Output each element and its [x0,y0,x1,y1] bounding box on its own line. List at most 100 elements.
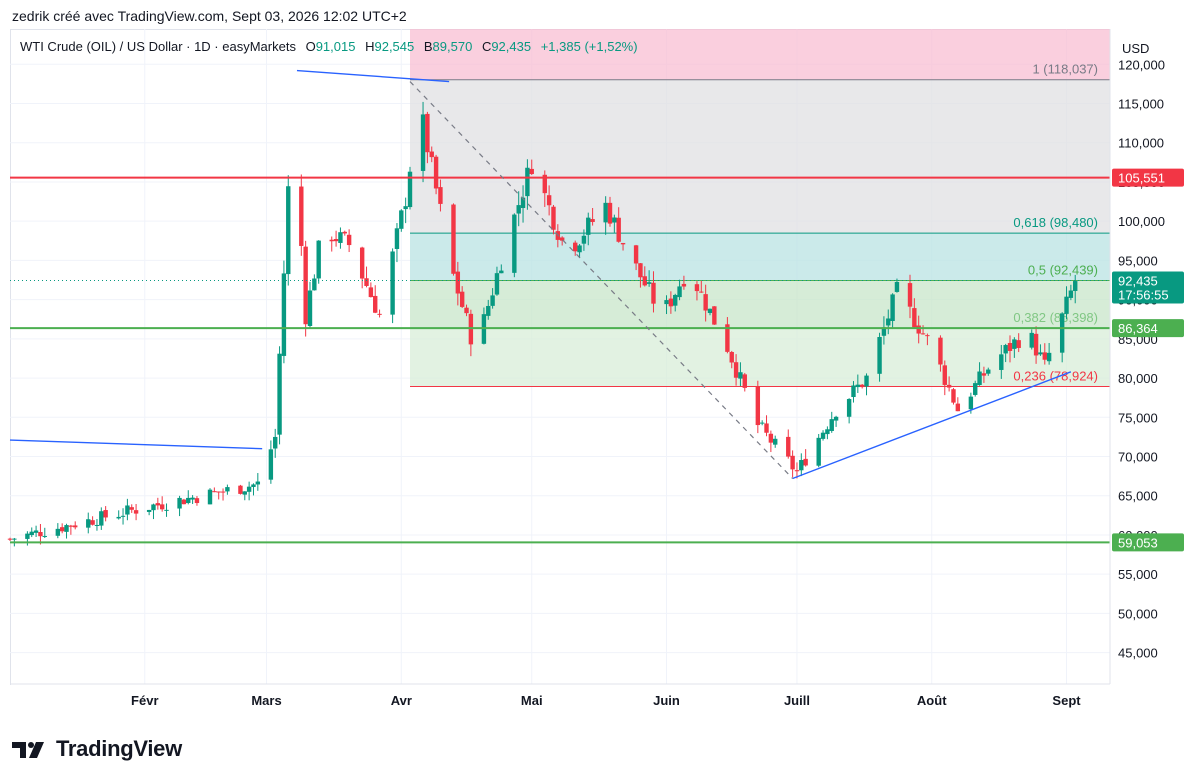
y-tick-label: 110,000 [1118,136,1164,151]
trend-line[interactable] [296,69,450,83]
fib-level-label: 1 (118,037) [1032,62,1098,77]
candle-body [164,509,169,511]
candle-body [946,384,952,388]
candle-body [694,284,700,292]
candle-body [433,156,439,189]
candle-body [1038,352,1043,355]
x-tick-label: Juin [653,693,680,708]
symbol-title[interactable]: WTI Crude (OIL) / US Dollar · 1D · easyM… [20,39,296,54]
support-low-price-tag: 59,053 [1118,535,1158,550]
candle-body [346,234,352,246]
candle-body [520,197,526,209]
candle-body [494,273,500,295]
fib-level-label: 0,5 (92,439) [1028,262,1098,277]
candle-body [394,228,400,249]
candle-body [455,271,461,294]
candle-body [133,510,139,514]
candle-body [729,352,734,363]
candle-body [586,217,591,235]
candle-body [64,525,69,532]
candle-body [55,528,61,536]
candle-body [559,237,565,241]
low-value: 89,570 [432,39,473,54]
open-label: O [305,39,316,54]
candle-body [703,294,708,311]
brand-name: TradingView [56,736,182,761]
candle-body [103,510,108,518]
candle-body [429,151,434,158]
tradingview-logo[interactable]: TradingView [12,736,182,762]
fib-diagonal-line[interactable] [409,81,794,479]
candle-body [364,278,369,286]
candle-body [194,498,200,504]
candle-body [855,384,861,388]
candle-body [742,374,747,388]
candle-body [799,460,804,471]
candle-body [177,497,182,509]
candle-body [764,423,769,433]
candle-body [12,538,17,540]
currency-label[interactable]: USD [1122,41,1149,56]
fib-zone [410,79,1110,234]
candle-body [546,195,552,206]
candle-body [773,438,778,445]
candle-body [312,278,317,291]
candle-body [551,206,556,230]
candle-body [607,202,613,224]
x-tick-label: Févr [131,693,158,708]
y-tick-label: 120,000 [1118,57,1165,72]
candle-body [577,245,582,253]
drawings-layer[interactable] [9,69,1110,544]
candle-body [212,491,217,493]
candle-body [759,422,765,424]
candle-body [251,484,256,487]
candle-body [786,436,791,457]
candle-body [755,386,761,426]
trend-line[interactable] [9,439,263,450]
candle-body [273,436,278,449]
resistance-price-tag: 105,551 [1118,171,1165,186]
candle-body [738,372,743,379]
candle-body [1073,281,1078,291]
candle-body [681,283,687,287]
candle-body [181,499,187,505]
candle-body [916,325,921,334]
candle-body [725,324,730,352]
candle-body [7,538,13,540]
candle-body [1042,352,1047,360]
candle-body [516,205,521,214]
current-price-tag-countdown: 17:56:55 [1118,288,1169,303]
y-tick-label: 80,000 [1118,371,1158,386]
candle-body [368,287,374,298]
y-tick-label: 65,000 [1118,489,1158,504]
candle-body [642,276,647,286]
candle-body [1029,332,1034,348]
current-price-tag-bg [1112,271,1184,304]
candle-body [155,503,161,506]
candle-body [342,231,347,234]
candle-body [73,525,78,528]
candle-body [1007,342,1013,351]
candle-body [925,335,930,337]
candle-body [190,497,195,500]
price-axis-bg[interactable] [1110,29,1199,684]
candle-body [859,384,865,388]
candle-body [303,246,308,325]
candle-body [338,232,343,243]
candle-body [712,306,717,325]
trend-line[interactable] [792,371,1072,480]
candle-body [912,308,917,328]
candle-body [620,242,626,245]
y-tick-label: 50,000 [1118,606,1158,621]
candle-body [399,210,404,229]
candle-body [529,168,534,175]
candle-body [403,206,408,210]
candle-body [707,308,713,313]
candle-body [616,217,621,242]
candle-body [581,235,587,244]
candle-body [281,273,287,356]
candle-body [981,373,987,376]
candle-body [277,353,282,435]
candle-body [307,290,313,327]
